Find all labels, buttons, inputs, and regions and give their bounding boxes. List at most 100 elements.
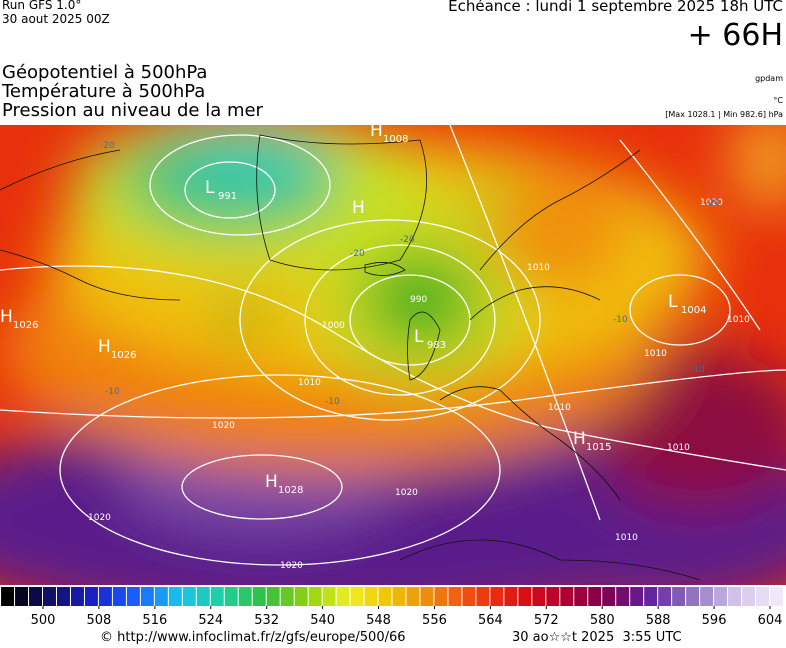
colorbar-swatch xyxy=(630,587,644,606)
temp-label: -10 xyxy=(105,387,120,397)
colorbar-swatch xyxy=(756,587,769,606)
colorbar-label: 508 xyxy=(87,613,112,628)
colorbar-swatch xyxy=(15,587,29,606)
contour-label: 1010 xyxy=(727,315,750,325)
echeance: Echéance : lundi 1 septembre 2025 18h UT… xyxy=(448,0,783,15)
colorbar-label: 540 xyxy=(310,613,335,628)
temp-label: -20 xyxy=(350,249,365,259)
colorbar-swatch xyxy=(504,587,518,606)
timestamp: 30 ao☆☆t 2025 3:55 UTC xyxy=(512,630,682,645)
colorbar-swatch xyxy=(56,587,70,606)
pressure-value: 983 xyxy=(427,340,446,351)
pressure-value: 991 xyxy=(218,191,237,202)
contour-label: 1020 xyxy=(395,488,418,498)
colorbar-swatch xyxy=(490,587,504,606)
colorbar-swatch xyxy=(322,587,336,606)
contour-label: 1010 xyxy=(298,378,321,388)
pressure-center: H xyxy=(98,337,111,357)
pressure-center: H xyxy=(352,198,365,218)
colorbar-swatch xyxy=(336,587,350,606)
contour-label: 1020 xyxy=(88,513,111,523)
colorbar-label: 604 xyxy=(758,613,783,628)
colorbar-swatch xyxy=(476,587,490,606)
colorbar-swatch xyxy=(532,587,546,606)
unit: °C xyxy=(773,96,783,105)
pressure-value: 1026 xyxy=(13,320,38,331)
colorbar-swatch xyxy=(182,587,196,606)
colorbar-swatch xyxy=(546,587,560,606)
colorbar-swatch xyxy=(43,587,56,606)
pressure-center: L xyxy=(668,292,678,312)
colorbar-swatch xyxy=(560,587,574,606)
colorbar-label: 564 xyxy=(478,613,503,628)
pressure-value: 1008 xyxy=(383,134,408,145)
contour-label: 1000 xyxy=(322,321,345,331)
legend-title: Géopotentiel à 500hPa xyxy=(2,62,208,83)
colorbar-label: 588 xyxy=(646,613,671,628)
temp-label: -20 xyxy=(705,198,720,208)
colorbar-swatch xyxy=(364,587,378,606)
colorbar-swatch xyxy=(210,587,224,606)
colorbar-swatch xyxy=(98,587,112,606)
colorbar-swatch xyxy=(686,587,700,606)
colorbar-swatch xyxy=(84,587,98,606)
colorbar-swatch xyxy=(448,587,462,606)
source-url: © http://www.infoclimat.fr/z/gfs/europe/… xyxy=(100,630,406,645)
lead-time: + 66H xyxy=(687,18,783,53)
colorbar-swatch xyxy=(420,587,434,606)
colorbar-swatch xyxy=(280,587,294,606)
colorbar-label: 580 xyxy=(590,613,615,628)
contour-label: 1010 xyxy=(615,533,638,543)
run: Run GFS 1.0° xyxy=(2,0,82,12)
colorbar-swatch xyxy=(168,587,182,606)
field xyxy=(0,125,786,585)
colorbar-swatch xyxy=(728,587,742,606)
colorbar-swatch xyxy=(378,587,392,606)
run-date: 30 aout 2025 00Z xyxy=(2,12,110,26)
colorbar-swatch xyxy=(29,587,42,606)
colorbar-swatch xyxy=(616,587,630,606)
temp-label: -10 xyxy=(325,397,340,407)
pressure-center: L xyxy=(205,178,215,198)
contour-label: 1010 xyxy=(667,443,690,453)
contour-label: 1010 xyxy=(527,263,550,273)
colorbar-swatch xyxy=(462,587,476,606)
colorbar-swatch xyxy=(1,587,15,606)
colorbar-swatch xyxy=(588,587,602,606)
legend-title: Pression au niveau de la mer xyxy=(2,100,263,121)
pressure-value: 1026 xyxy=(111,350,136,361)
colorbar-swatch xyxy=(644,587,658,606)
colorbar-swatch xyxy=(434,587,448,606)
colorbar-label: 500 xyxy=(31,613,56,628)
legend-title: Température à 500hPa xyxy=(2,81,206,102)
pressure-center: H xyxy=(265,472,278,492)
colorbar-swatch xyxy=(252,587,266,606)
colorbar-swatch xyxy=(112,587,126,606)
pressure-center: H xyxy=(370,121,383,141)
colorbar-label: 596 xyxy=(702,613,727,628)
unit: [Max 1028.1 | Min 982.6] hPa xyxy=(665,110,783,119)
colorbar-swatch xyxy=(70,587,84,606)
contour-label: 1010 xyxy=(548,403,571,413)
colorbar-swatch xyxy=(672,587,686,606)
pressure-center: H xyxy=(573,429,586,449)
colorbar-swatch xyxy=(140,587,154,606)
colorbar-swatch xyxy=(742,587,756,606)
contour-label: 990 xyxy=(410,295,427,305)
colorbar-swatch xyxy=(238,587,252,606)
colorbar-swatch xyxy=(602,587,616,606)
colorbar-label: 524 xyxy=(198,613,223,628)
pressure-center: L xyxy=(414,327,424,347)
colorbar-swatch xyxy=(308,587,322,606)
colorbar-swatch xyxy=(224,587,238,606)
colorbar-label: 516 xyxy=(142,613,167,628)
contour-label: 1020 xyxy=(212,421,235,431)
colorbar-swatch xyxy=(700,587,714,606)
contour-label: 1020 xyxy=(280,561,303,571)
colorbar-swatch xyxy=(518,587,532,606)
colorbar-swatch xyxy=(406,587,420,606)
colorbar-label: 548 xyxy=(366,613,391,628)
colorbar-swatch xyxy=(294,587,308,606)
pressure-center: H xyxy=(0,307,13,327)
